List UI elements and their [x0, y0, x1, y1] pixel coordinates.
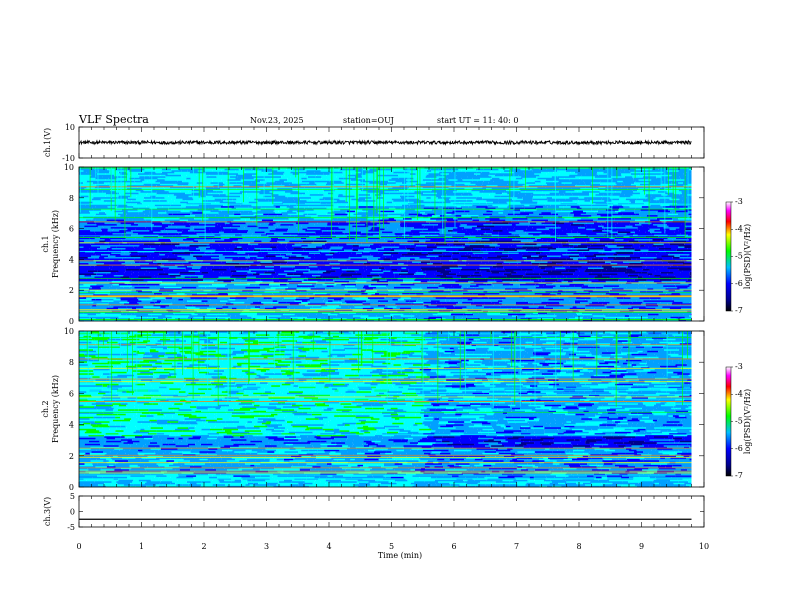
spectrogram-image — [79, 167, 692, 322]
y-axis-label: Frequency (kHz) — [51, 375, 60, 443]
ch1-waveform-panel: 10 -10 ch.1(V) — [43, 123, 705, 163]
y-tick-label: -10 — [62, 154, 75, 163]
minor-ticks — [78, 167, 705, 321]
narrowband-lines — [79, 333, 692, 480]
y-tick-label: 2 — [69, 452, 74, 461]
x-tick-label: 8 — [576, 542, 581, 551]
y-tick-label: 5 — [70, 492, 75, 501]
time-axis: 0 1 2 3 4 5 6 7 8 9 10 Time (min) — [76, 542, 709, 560]
start-ut-label: start UT = 11: 40: 0 — [437, 116, 518, 125]
colorbar-tick-label: -6 — [735, 444, 743, 453]
y-tick-label: -5 — [67, 523, 75, 532]
x-tick-label: 1 — [139, 542, 144, 551]
x-tick-label: 7 — [514, 542, 519, 551]
colorbar-tick-label: -3 — [735, 362, 743, 371]
channel-label: ch.1 — [41, 235, 50, 252]
station-label: station=OUJ — [343, 116, 394, 125]
y-tick-label: 8 — [69, 358, 74, 367]
x-tick-label: 4 — [326, 542, 331, 551]
x-tick-label: 9 — [639, 542, 644, 551]
y-tick-label: 6 — [69, 389, 74, 398]
minor-ticks — [78, 127, 705, 158]
narrowband-lines — [79, 167, 692, 321]
ch2-spectrogram-panel: 0 2 4 6 8 10 ch.2 Frequency (kHz) — [41, 327, 705, 492]
minor-ticks — [78, 331, 705, 487]
date-label: Nov.23, 2025 — [250, 116, 304, 125]
y-tick-label: 0 — [69, 483, 74, 492]
y-axis-label: ch.3(V) — [43, 497, 52, 526]
x-tick-label: 0 — [76, 542, 81, 551]
x-tick-label: 6 — [451, 542, 456, 551]
ch1-colorbar: -3 -4 -5 -6 -7 log(PSD)(V²/Hz) — [725, 197, 752, 315]
ch3-waveform-panel: 5 0 -5 ch.3(V) — [43, 492, 705, 532]
spectrogram-image — [79, 331, 692, 488]
x-tick-label: 10 — [699, 542, 709, 551]
waveform-trace — [78, 139, 692, 146]
y-tick-label: 10 — [64, 163, 74, 172]
ch1-spectrogram-panel: 0 2 4 6 8 10 ch.1 Frequency (kHz) — [41, 163, 705, 326]
colorbar-tick-label: -4 — [735, 224, 743, 233]
colorbar-label: log(PSD)(V²/Hz) — [743, 224, 752, 289]
colorbar-tick-label: -7 — [735, 306, 743, 315]
y-tick-label: 2 — [69, 286, 74, 295]
y-tick-label: 10 — [64, 327, 74, 336]
y-tick-label: 4 — [69, 255, 74, 264]
colorbar-tick-label: -3 — [735, 197, 743, 206]
x-tick-label: 3 — [264, 542, 269, 551]
y-tick-label: 4 — [69, 421, 74, 430]
x-axis-label: Time (min) — [378, 551, 422, 560]
y-axis-label: Frequency (kHz) — [51, 210, 60, 278]
colorbar-tick-label: -6 — [735, 279, 743, 288]
figure-title: VLF Spectra — [78, 113, 149, 126]
sferic-streaks — [86, 331, 688, 409]
ch2-colorbar: -3 -4 -5 -6 -7 log(PSD)(V²/Hz) — [725, 362, 752, 480]
y-tick-label: 8 — [69, 194, 74, 203]
y-tick-label: 6 — [69, 225, 74, 234]
sferic-streaks — [79, 167, 689, 244]
y-axis-label: ch.1(V) — [43, 128, 52, 157]
colorbar-scale — [725, 201, 732, 312]
colorbar-tick-label: -5 — [735, 417, 743, 426]
colorbar-tick-label: -5 — [735, 252, 743, 261]
y-tick-label: 0 — [70, 508, 75, 517]
x-tick-label: 5 — [389, 542, 394, 551]
y-tick-label: 0 — [69, 317, 74, 326]
colorbar-scale — [725, 366, 732, 477]
colorbar-tick-label: -7 — [735, 471, 743, 480]
colorbar-label: log(PSD)(V²/Hz) — [743, 389, 752, 454]
x-tick-label: 2 — [201, 542, 206, 551]
y-tick-label: 10 — [65, 123, 75, 132]
channel-label: ch.2 — [41, 400, 50, 417]
colorbar-tick-label: -4 — [735, 389, 743, 398]
minor-ticks — [78, 496, 705, 527]
